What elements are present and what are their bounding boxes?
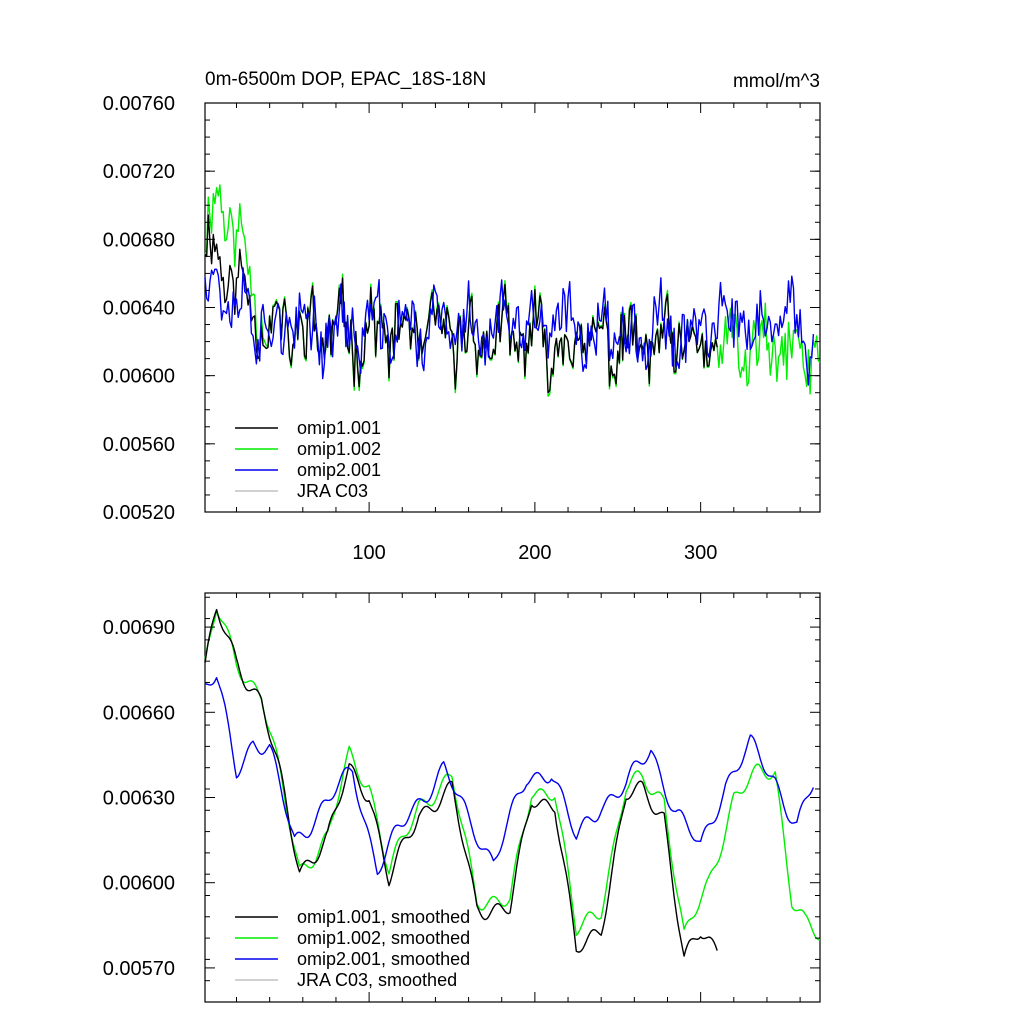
top-x-axis: 100 200 300 [235,103,801,564]
y-tick-label: 0.00680 [103,229,175,251]
legend-label: omip2.001 [297,460,381,480]
series-line-omip1-001 [204,214,718,394]
series-line-omip1-002 [204,184,821,397]
y-tick-label: 0.00630 [103,788,175,810]
y-tick-label: 0.00640 [103,298,175,320]
legend-label: omip1.002, smoothed [297,928,470,948]
top-y-axis: 0.00520 0.00560 0.00600 0.00640 0.00680 0.007… [103,93,820,524]
bottom-x-axis [235,593,801,1002]
x-tick-label: 200 [518,542,551,564]
x-tick-label: 300 [684,542,717,564]
y-tick-label: 0.00600 [103,366,175,388]
top-chart-title: 0m-6500m DOP, EPAC_18S-18N [205,69,486,90]
y-tick-label: 0.00720 [103,161,175,183]
bottom-panel: 0.00570 0.00600 0.00630 0.00660 0.00690 omip… [103,592,821,1003]
x-tick-label: 100 [352,542,385,564]
top-series-group [204,184,821,397]
series-line-omip2-001-smoothed [204,677,815,876]
series-line-omip2-001 [204,267,815,386]
series-line-omip1-002-smoothed [204,610,821,941]
top-chart-units: mmol/m^3 [733,71,820,92]
legend-label: omip1.001 [297,418,381,438]
legend-label: JRA C03, smoothed [297,970,457,990]
legend-label: omip2.001, smoothed [297,949,470,969]
series-line-omip1-001-smoothed [204,608,718,957]
legend-label: omip1.001, smoothed [297,907,470,927]
legend-label: omip1.002 [297,439,381,459]
y-tick-label: 0.00520 [103,502,175,524]
y-tick-label: 0.00660 [103,702,175,724]
y-tick-label: 0.00570 [103,958,175,980]
y-tick-label: 0.00560 [103,434,175,456]
bottom-y-axis: 0.00570 0.00600 0.00630 0.00660 0.00690 [103,596,820,1003]
top-panel: 0m-6500m DOP, EPAC_18S-18N mmol/m^3 0.00… [103,69,821,564]
y-tick-label: 0.00690 [103,617,175,639]
bottom-series-group [204,608,821,957]
y-tick-label: 0.00600 [103,873,175,895]
y-tick-label: 0.00760 [103,93,175,115]
legend-label: JRA C03 [297,481,368,501]
